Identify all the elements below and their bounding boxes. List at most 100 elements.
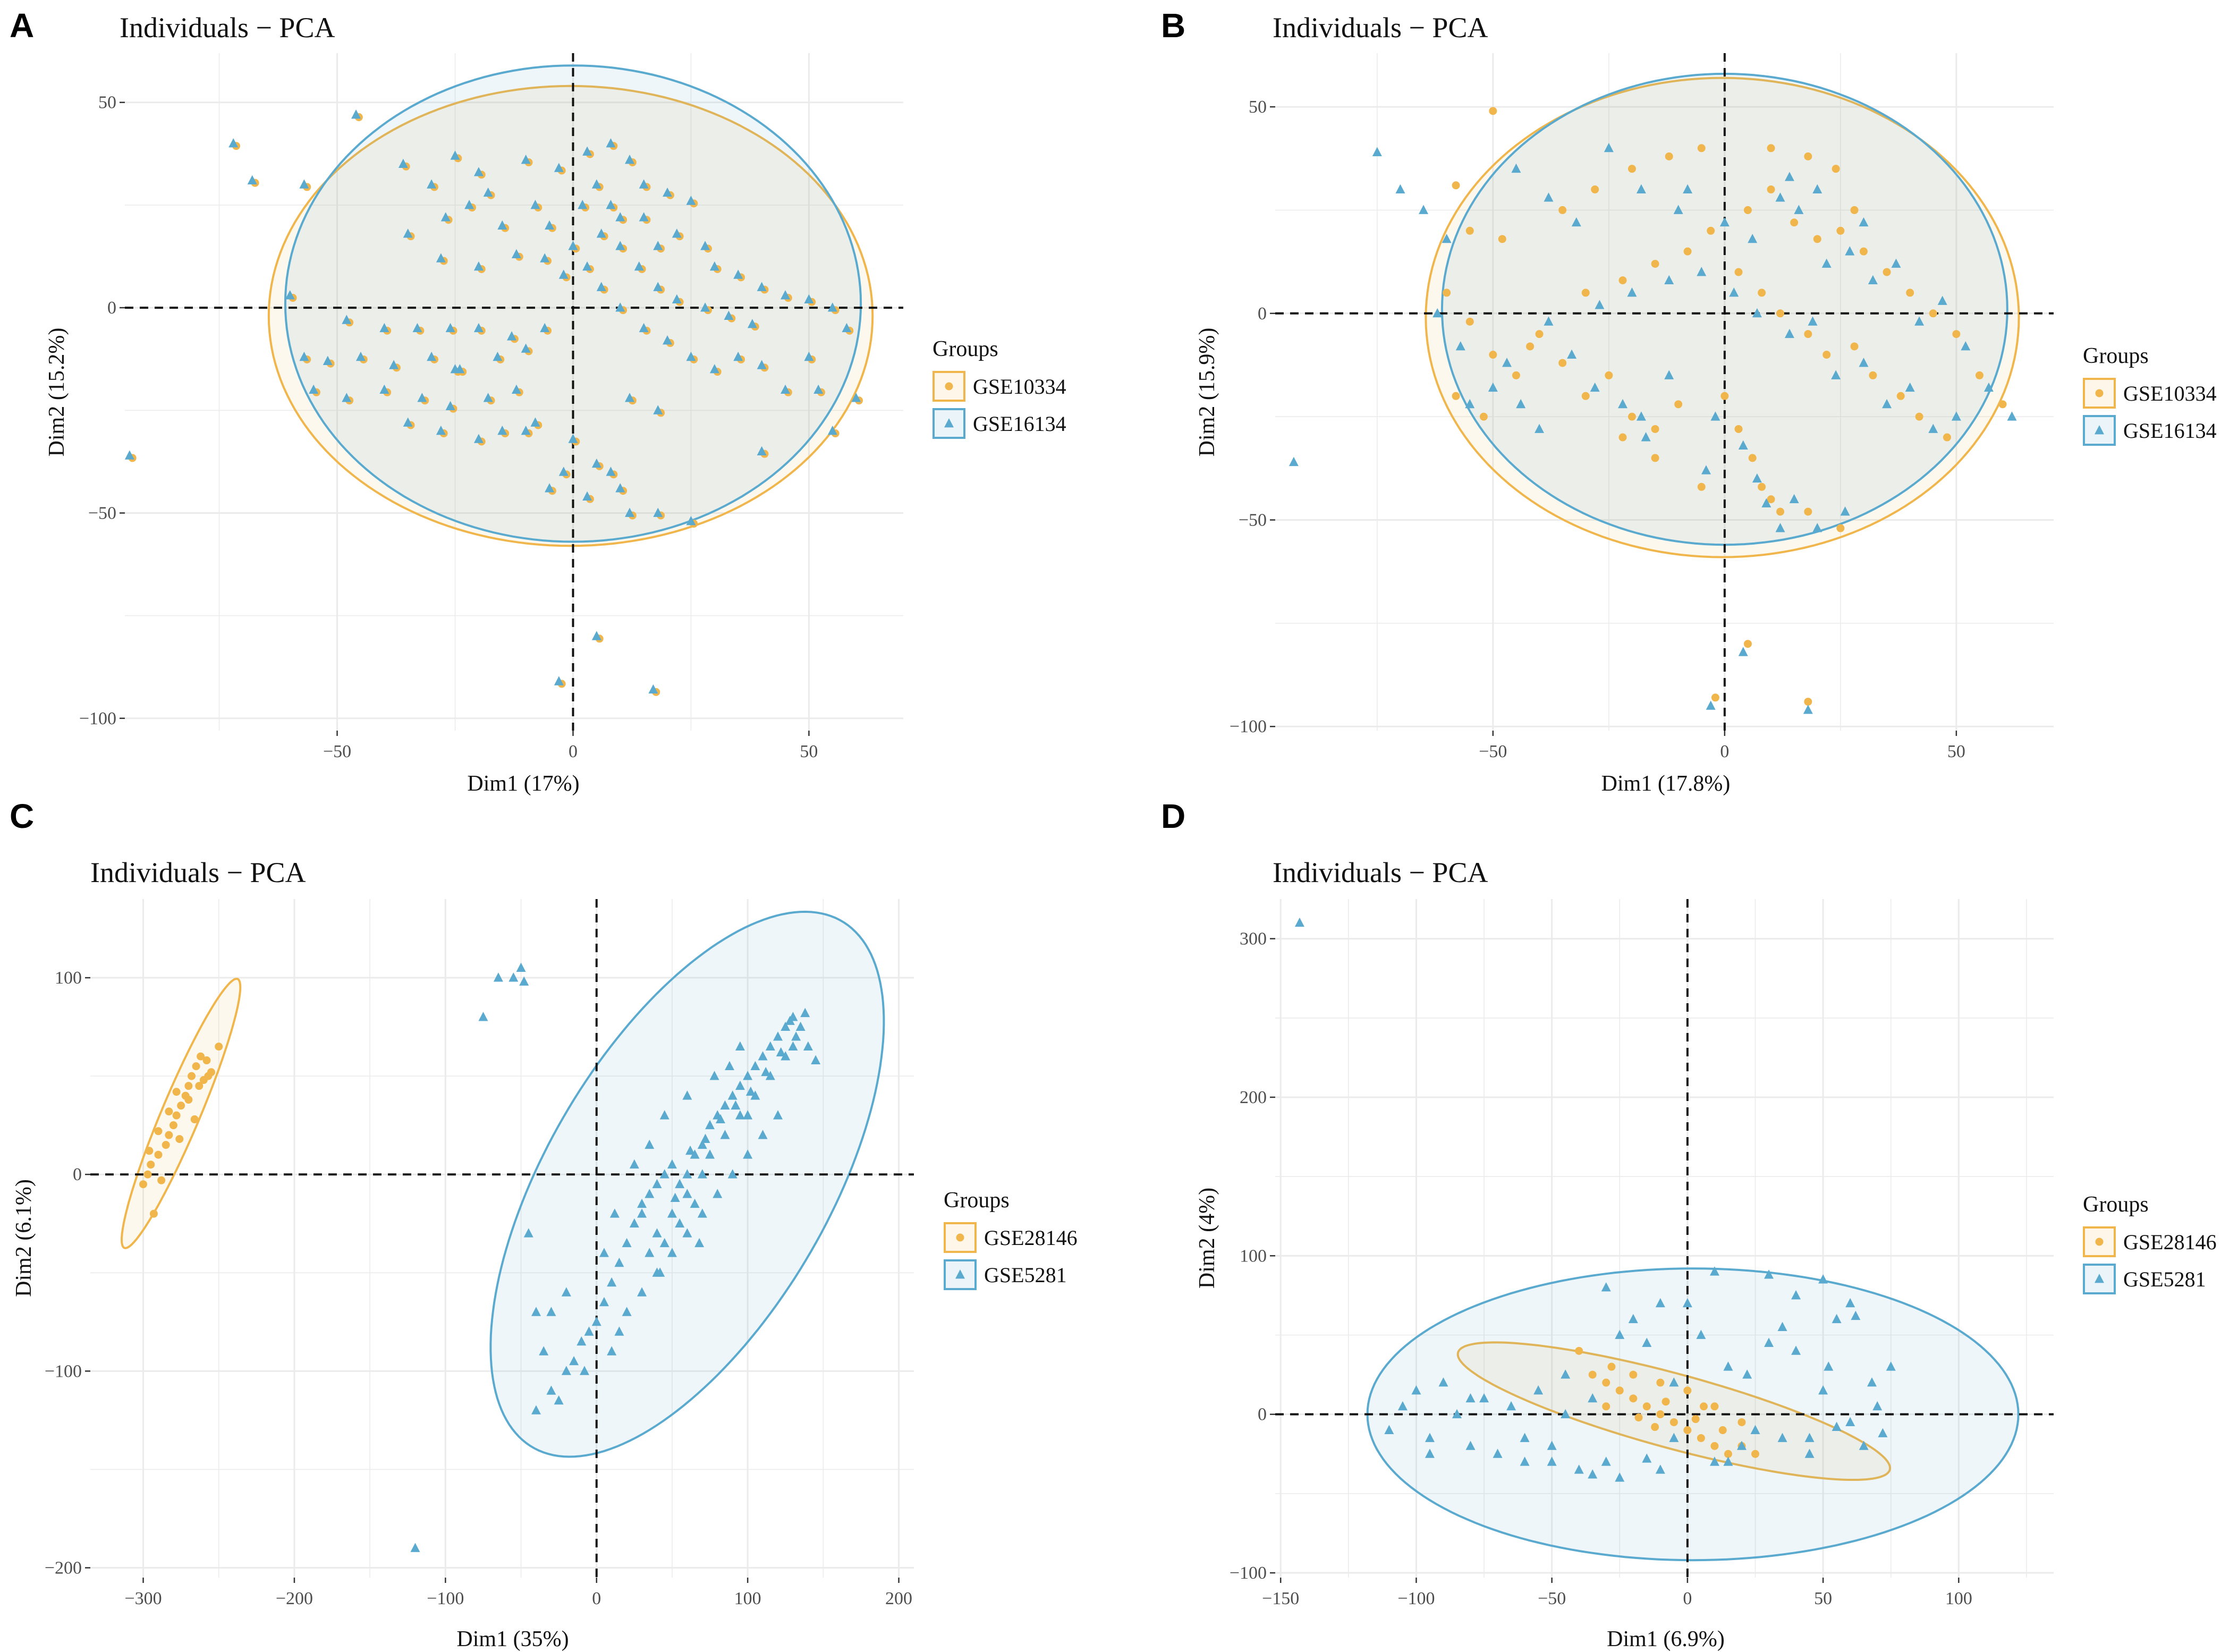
data-point xyxy=(1651,259,1659,268)
data-point xyxy=(202,1056,211,1065)
confidence-ellipses xyxy=(267,64,874,547)
data-point xyxy=(800,1007,810,1018)
data-point xyxy=(705,1120,715,1130)
data-point xyxy=(379,384,389,394)
data-point xyxy=(561,1287,571,1297)
data-point xyxy=(1824,1361,1834,1371)
data-point xyxy=(1804,1448,1815,1458)
data-point xyxy=(582,261,592,271)
legend-triangle-marker xyxy=(2095,1274,2104,1283)
series-gse5281 xyxy=(410,962,821,1552)
data-point xyxy=(1813,235,1821,243)
data-point xyxy=(540,323,550,333)
data-point xyxy=(1845,246,1855,256)
legend: Groups GSE28146 GSE5281 xyxy=(2083,1192,2217,1294)
data-point xyxy=(1642,1337,1652,1347)
data-point xyxy=(1455,341,1465,351)
data-point xyxy=(523,1228,533,1238)
data-point xyxy=(1821,258,1832,268)
data-point xyxy=(667,1159,677,1169)
data-point xyxy=(228,138,239,148)
data-point xyxy=(412,323,422,333)
data-point xyxy=(700,302,710,312)
data-point xyxy=(1512,371,1520,379)
data-point xyxy=(1641,432,1651,442)
x-tick-label: −300 xyxy=(124,1589,162,1608)
chart-title: Individuals − PCA xyxy=(90,857,306,888)
data-point xyxy=(1719,217,1730,227)
data-point xyxy=(473,167,484,176)
data-point xyxy=(735,1041,745,1051)
data-point xyxy=(1425,1448,1435,1458)
data-point xyxy=(162,1141,170,1149)
data-point xyxy=(697,1139,707,1149)
data-point xyxy=(1790,218,1799,227)
y-tick-label: 200 xyxy=(1240,1088,1267,1107)
data-point xyxy=(1590,382,1600,392)
data-point xyxy=(1547,1441,1557,1450)
data-point xyxy=(1288,456,1299,467)
data-point xyxy=(648,684,658,694)
data-point xyxy=(403,228,413,238)
legend-title: Groups xyxy=(933,337,998,361)
data-point xyxy=(1896,392,1905,400)
data-point xyxy=(1544,316,1554,326)
data-point xyxy=(655,1267,665,1277)
data-point xyxy=(629,1218,639,1228)
data-point xyxy=(1411,1385,1421,1395)
legend-key-gse5281 xyxy=(944,1259,977,1290)
data-point xyxy=(1845,1298,1855,1308)
data-point xyxy=(1588,1370,1597,1379)
x-axis-label: Dim1 (35%) xyxy=(456,1627,569,1651)
data-point xyxy=(1465,1441,1476,1450)
legend-circle-marker xyxy=(2095,1238,2104,1246)
data-point xyxy=(473,323,484,333)
data-point xyxy=(1443,289,1451,297)
data-point xyxy=(1777,1433,1787,1442)
y-tick-label: 100 xyxy=(55,968,82,988)
data-point xyxy=(1661,1397,1670,1406)
data-point xyxy=(747,319,757,328)
data-point xyxy=(1558,206,1567,214)
data-point xyxy=(757,360,767,369)
data-point xyxy=(285,290,295,300)
data-point xyxy=(1506,1401,1516,1411)
data-point xyxy=(483,187,493,197)
data-point xyxy=(1952,330,1961,338)
data-point xyxy=(758,1130,768,1139)
ellipse-gse10334 xyxy=(267,84,874,547)
data-point xyxy=(450,150,460,160)
data-point xyxy=(1697,1434,1705,1442)
data-point xyxy=(1767,144,1775,153)
data-point xyxy=(578,200,588,209)
data-point xyxy=(1520,1433,1530,1442)
data-point xyxy=(715,1114,725,1123)
x-tick-label: 50 xyxy=(1814,1589,1832,1608)
data-point xyxy=(1655,1298,1665,1308)
data-point xyxy=(700,241,710,250)
data-point xyxy=(568,434,578,443)
data-point xyxy=(842,323,852,333)
data-point xyxy=(634,261,644,271)
data-point xyxy=(667,1248,677,1257)
x-tick-label: −200 xyxy=(276,1589,313,1608)
data-point xyxy=(247,175,257,184)
data-point xyxy=(1832,165,1840,173)
data-point xyxy=(1822,351,1831,359)
data-point xyxy=(609,1208,620,1218)
data-point xyxy=(464,200,474,209)
legend-key-gse10334 xyxy=(2083,378,2116,409)
panel-c: C Individuals − PCA −300 −200 −100 0 100 200 −20… xyxy=(10,797,1078,1651)
data-point xyxy=(1535,330,1544,338)
x-tick-label: 0 xyxy=(1720,742,1729,761)
x-tick-label: −50 xyxy=(1538,1589,1566,1608)
data-point xyxy=(521,343,531,353)
data-point xyxy=(436,426,446,435)
data-point xyxy=(580,1366,589,1375)
data-point xyxy=(659,1238,669,1248)
data-point xyxy=(1581,289,1590,297)
data-point xyxy=(672,228,682,238)
data-point xyxy=(1711,693,1719,702)
data-point xyxy=(672,294,682,304)
